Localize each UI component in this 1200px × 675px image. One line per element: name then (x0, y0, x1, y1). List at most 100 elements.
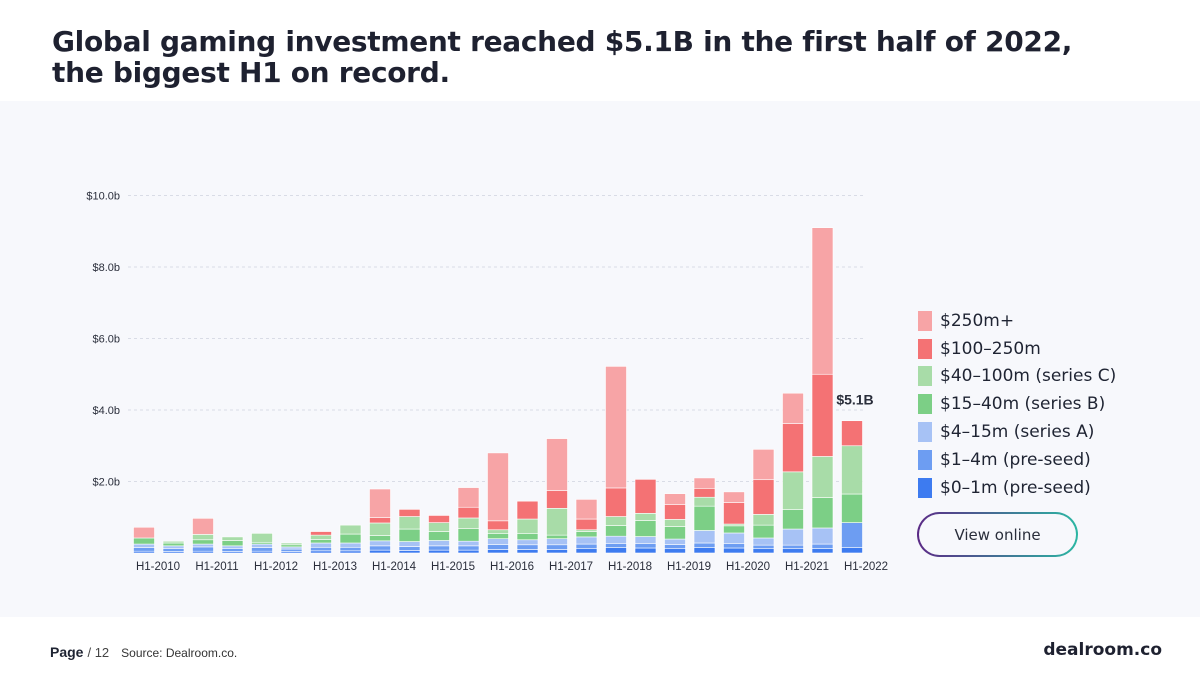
view-online-button[interactable]: View online (917, 512, 1078, 557)
legend-label: $40–100m (series C) (940, 366, 1117, 387)
bar-segment (664, 493, 686, 505)
legend-swatch (918, 310, 932, 331)
bar-segment (752, 544, 775, 550)
bar-segment (310, 531, 332, 536)
bar-segment (251, 533, 273, 543)
bar-segment (841, 522, 863, 548)
bar-segment (841, 493, 863, 523)
bar-segment (516, 500, 539, 520)
bar-segment (664, 504, 686, 520)
bar-segment (693, 505, 716, 531)
bar-segment (369, 549, 391, 554)
bar-segment (310, 534, 332, 540)
legend-swatch (918, 449, 932, 470)
legend-label: $100–250m (940, 338, 1041, 359)
bar-segment (192, 546, 214, 552)
bar-segment (398, 546, 421, 551)
y-tick-label: $10.0b (86, 191, 120, 203)
legend-swatch (918, 422, 932, 443)
bar-segment (428, 549, 450, 554)
bar-segment (339, 550, 362, 554)
bar-segment (634, 479, 657, 514)
bar-segment (752, 524, 775, 539)
bar-segment (162, 548, 185, 552)
x-tick-label: H1-2015 (431, 561, 475, 573)
bar-segment (664, 538, 686, 545)
bar-segment (546, 438, 568, 491)
x-tick-label: H1-2013 (313, 561, 357, 573)
x-tick-label: H1-2017 (549, 561, 593, 573)
bar-segment (428, 531, 450, 541)
bar-segment (457, 517, 480, 529)
bar-segment (310, 542, 332, 548)
bar-segment (369, 522, 391, 536)
stacked-bar-chart: $2.0b$4.0b$6.0b$8.0b$10.0b H1-2010 H1-201… (86, 191, 888, 574)
y-tick-label: $2.0b (92, 477, 120, 489)
bar-segment (428, 515, 450, 523)
bar-segment (133, 526, 155, 539)
bar-segment (782, 528, 804, 546)
grid-layer: $2.0b $4.0b $6.0b $8.0b $10.0b (86, 191, 864, 489)
bar-segment (634, 543, 657, 549)
legend-label: $15–40m (series B) (940, 394, 1106, 415)
bar-segment (546, 549, 568, 554)
bar-segment (634, 520, 657, 537)
bars-layer (133, 227, 863, 554)
bar-segment (811, 227, 834, 375)
bar-segment (664, 526, 686, 540)
chart-legend: $250m+ $100–250m $40–100m (series C) $15–40… (918, 307, 1178, 502)
bar-segment (693, 547, 716, 554)
bar-segment (369, 488, 391, 518)
legend-label: $1–4m (pre-seed) (940, 449, 1091, 470)
bar-segment (634, 547, 657, 554)
bar-segment (398, 541, 421, 547)
chart-panel: $2.0b $4.0b $6.0b $8.0b $10.0b H1-2010 H1-201… (0, 101, 1200, 617)
bar-segment (723, 547, 745, 554)
bar-segment (546, 544, 568, 550)
x-tick-label: H1-2020 (726, 561, 770, 573)
footer-pagination: Page / 12 Source: Dealroom.co. (50, 644, 237, 660)
bar-segment (369, 517, 391, 524)
bar-segment (369, 540, 391, 547)
bar-segment (280, 544, 303, 548)
y-tick-label: $8.0b (92, 262, 120, 274)
bar-segment (280, 542, 303, 546)
bar-segment (546, 534, 568, 540)
bar-segment (310, 539, 332, 544)
source-note: Source: Dealroom.co. (121, 646, 238, 660)
bar-segment (428, 545, 450, 551)
x-tick-label: H1-2018 (608, 561, 652, 573)
x-tick-label: H1-2022 (844, 561, 888, 573)
bar-segment (546, 538, 568, 546)
legend-swatch (918, 394, 932, 415)
bar-segment (752, 537, 775, 546)
bar-segment (516, 544, 539, 550)
bar-segment (723, 543, 745, 549)
bar-segment (723, 502, 745, 525)
bar-segment (457, 540, 480, 547)
bar-segment (841, 547, 863, 554)
annotation-layer: $5.1B (836, 392, 873, 408)
bar-segment (811, 527, 834, 545)
bar-segment (487, 538, 509, 545)
bar-segment (723, 532, 745, 545)
bar-segment (339, 533, 362, 544)
bar-segment (605, 543, 627, 548)
bar-segment (162, 542, 185, 547)
bar-segment (339, 524, 362, 535)
bar-segment (516, 549, 539, 554)
bar-segment (457, 506, 480, 519)
bar-segment (457, 528, 480, 542)
legend-swatch (918, 477, 932, 498)
bar-segment (487, 544, 509, 550)
bar-segment (487, 533, 509, 539)
bar-segment (457, 549, 480, 554)
bar-segment (664, 519, 686, 527)
x-tick-label: H1-2010 (136, 561, 180, 573)
bar-segment (339, 546, 362, 552)
bar-segment (369, 535, 391, 542)
bar-segment (221, 548, 244, 552)
bar-segment (811, 373, 834, 457)
bar-segment (664, 548, 686, 554)
bar-segment (398, 516, 421, 530)
